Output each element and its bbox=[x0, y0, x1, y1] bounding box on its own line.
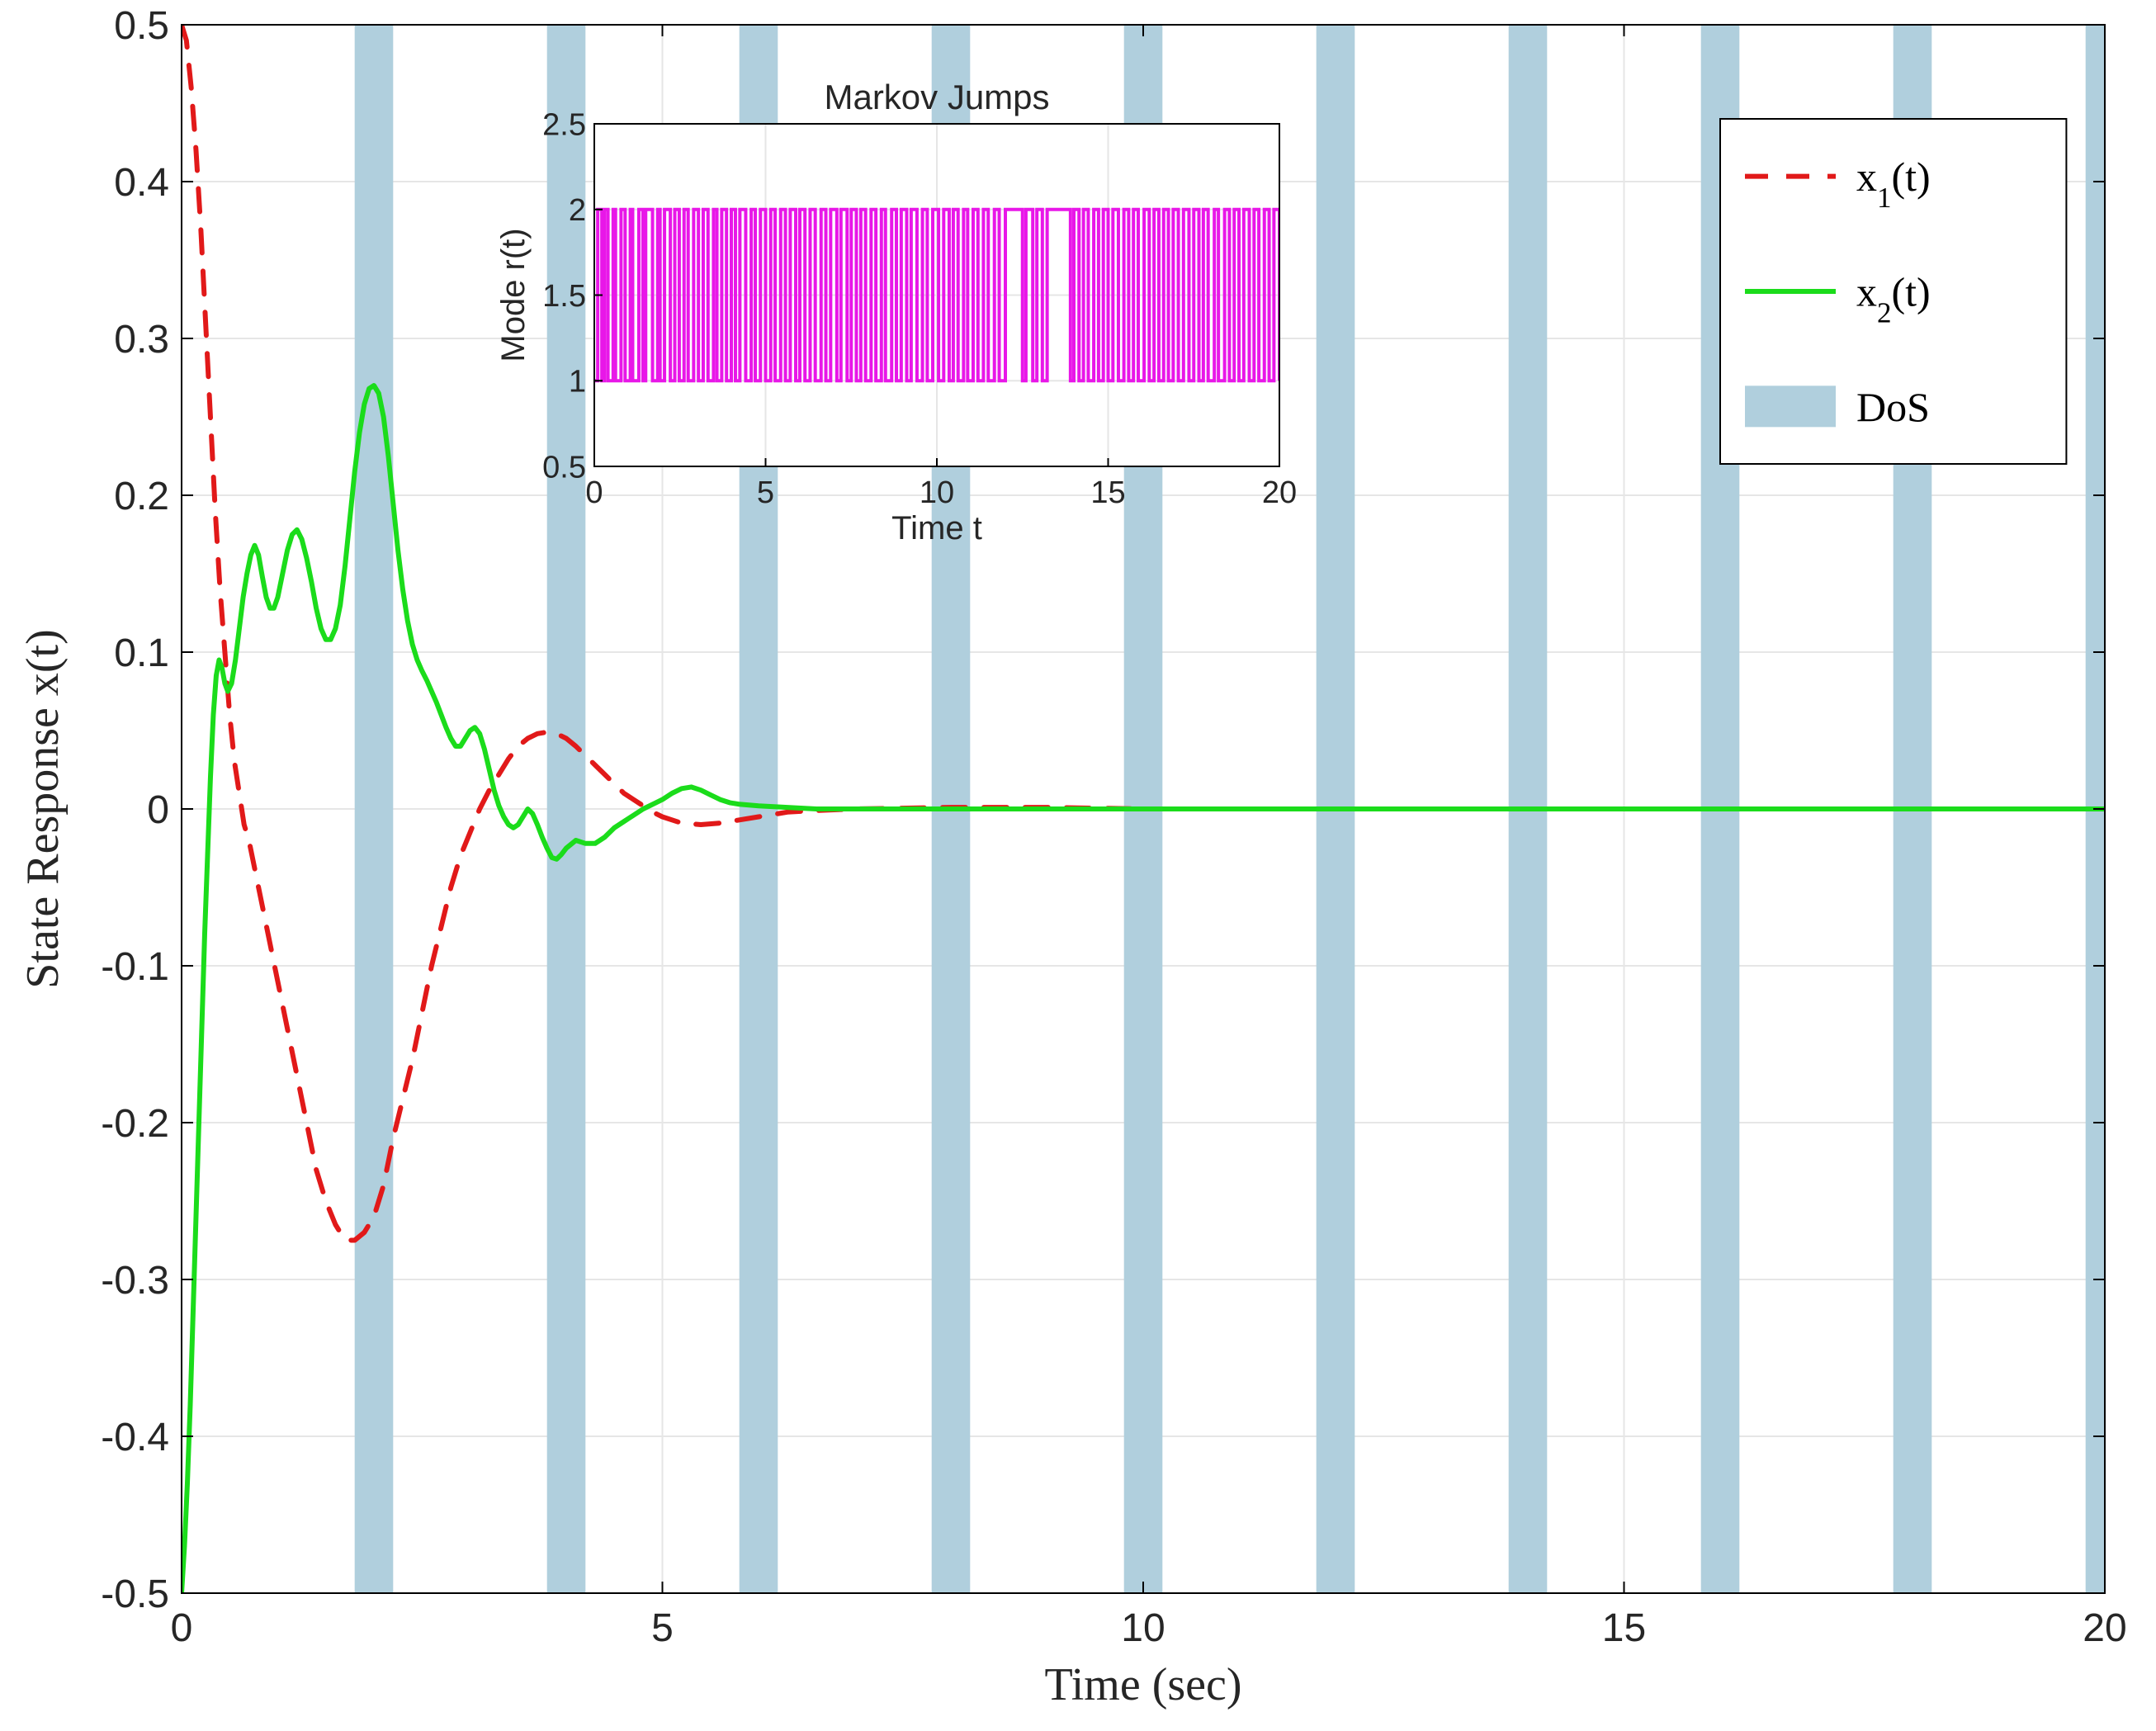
ytick-label: 0.4 bbox=[114, 161, 169, 205]
inset-ytick-label: 2 bbox=[569, 193, 586, 228]
dos-bar bbox=[547, 25, 586, 1593]
inset-ytick-label: 1.5 bbox=[542, 279, 586, 314]
ytick-label: 0.3 bbox=[114, 318, 169, 362]
chart-svg: 05101520-0.5-0.4-0.3-0.2-0.100.10.20.30.… bbox=[0, 0, 2156, 1731]
inset-title: Markov Jumps bbox=[824, 78, 1049, 116]
ylabel: State Response x(t) bbox=[17, 629, 69, 988]
legend-sample-patch bbox=[1745, 385, 1836, 427]
ytick-label: -0.2 bbox=[101, 1102, 169, 1146]
dos-bar bbox=[355, 25, 394, 1593]
xtick-label: 0 bbox=[171, 1606, 193, 1650]
ytick-label: 0.1 bbox=[114, 631, 169, 675]
ytick-label: -0.5 bbox=[101, 1573, 169, 1616]
inset-ylabel: Mode r(t) bbox=[495, 228, 532, 362]
figure: 05101520-0.5-0.4-0.3-0.2-0.100.10.20.30.… bbox=[0, 0, 2156, 1731]
ytick-label: 0.2 bbox=[114, 475, 169, 518]
inset-xtick-label: 20 bbox=[1262, 475, 1297, 510]
inset-ytick-label: 2.5 bbox=[542, 107, 586, 142]
xtick-label: 15 bbox=[1602, 1606, 1646, 1650]
ytick-label: 0.5 bbox=[114, 4, 169, 48]
legend-label: DoS bbox=[1856, 384, 1930, 430]
xtick-label: 20 bbox=[2083, 1606, 2126, 1650]
ytick-label: -0.1 bbox=[101, 945, 169, 989]
ytick-label: -0.4 bbox=[101, 1416, 169, 1459]
xtick-label: 5 bbox=[651, 1606, 674, 1650]
xlabel: Time (sec) bbox=[1044, 1659, 1241, 1710]
xtick-label: 10 bbox=[1121, 1606, 1165, 1650]
ytick-label: 0 bbox=[147, 788, 169, 832]
inset-xtick-label: 0 bbox=[585, 475, 603, 510]
inset-ytick-label: 1 bbox=[569, 365, 586, 400]
ytick-label: -0.3 bbox=[101, 1259, 169, 1303]
inset-xlabel: Time t bbox=[891, 510, 982, 546]
inset-xtick-label: 10 bbox=[920, 475, 954, 510]
inset-ytick-label: 0.5 bbox=[542, 450, 586, 485]
inset-xtick-label: 5 bbox=[757, 475, 774, 510]
inset-xtick-label: 15 bbox=[1090, 475, 1125, 510]
